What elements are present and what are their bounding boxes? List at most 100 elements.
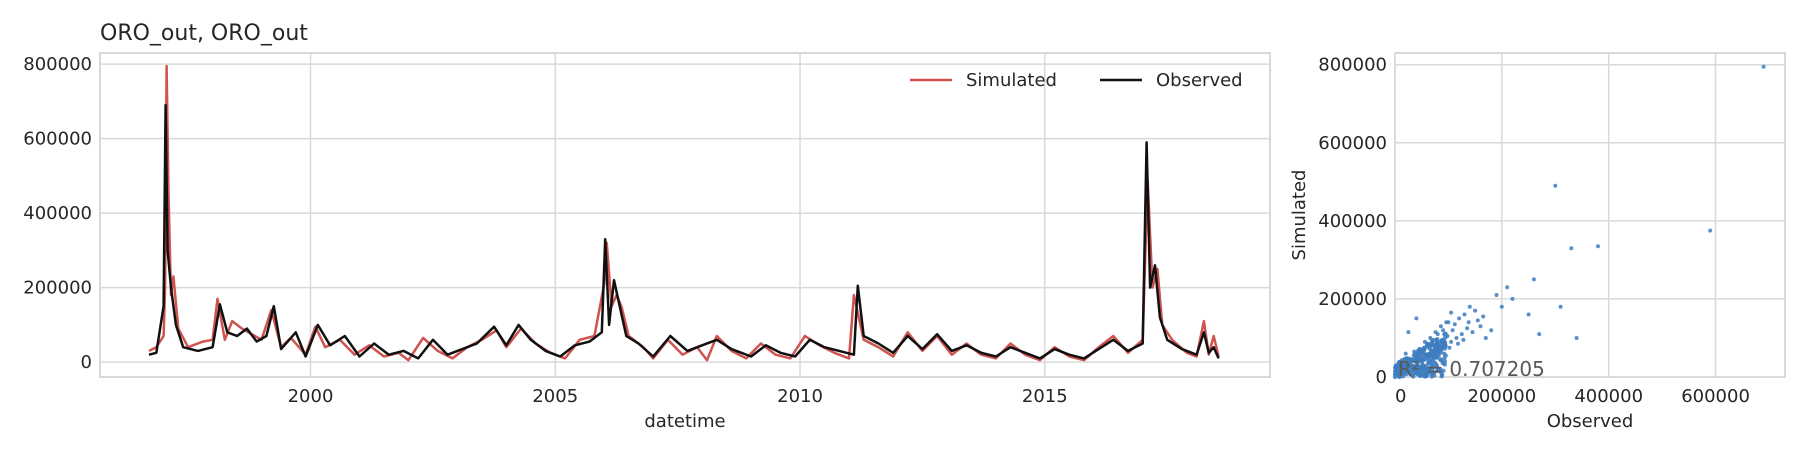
series-line-observed — [148, 103, 1220, 360]
scatter-point — [1433, 360, 1438, 366]
scatter-point — [1439, 374, 1444, 379]
scatter-point — [1489, 328, 1494, 333]
x-tick-label: 0 — [1395, 386, 1406, 407]
y-tick-label: 0 — [1376, 367, 1387, 388]
line-chart-x-axis-label: datetime — [644, 411, 725, 432]
r-squared-annotation: R² = 0.707205 — [1398, 357, 1545, 381]
scatter-point — [1526, 312, 1531, 317]
y-tick-label: 0 — [81, 352, 92, 373]
scatter-chart: 0 200000 400000 600000 800000 0 200000 400000 6… — [1289, 52, 1786, 432]
scatter-point — [1461, 337, 1466, 342]
scatter-point — [1596, 244, 1600, 249]
scatter-point — [1459, 332, 1464, 337]
scatter-point — [1494, 293, 1499, 297]
legend-label-simulated: Simulated — [966, 70, 1057, 91]
scatter-point — [1574, 336, 1579, 340]
scatter-point — [1429, 374, 1435, 379]
scatter-point — [1412, 351, 1418, 356]
scatter-point — [1418, 365, 1423, 371]
scatter-point — [1462, 312, 1467, 317]
scatter-point — [1531, 277, 1536, 282]
scatter-point — [1438, 357, 1443, 362]
x-tick-label: 2010 — [777, 386, 823, 407]
x-tick-label: 200000 — [1467, 386, 1536, 407]
scatter-plot-frame — [1394, 52, 1786, 378]
scatter-point — [1537, 332, 1542, 337]
scatter-point — [1470, 330, 1475, 335]
scatter-point — [1426, 370, 1431, 375]
scatter-point — [1402, 371, 1407, 376]
scatter-point — [1553, 183, 1558, 188]
scatter-point — [1449, 339, 1454, 344]
y-tick-label: 800000 — [23, 54, 92, 75]
y-tick-label: 400000 — [23, 203, 92, 224]
x-tick-label: 2000 — [288, 386, 334, 407]
y-tick-label: 200000 — [1318, 289, 1387, 310]
scatter-point — [1483, 336, 1488, 340]
scatter-point — [1473, 308, 1478, 313]
scatter-point — [1395, 371, 1401, 376]
scatter-point — [1414, 316, 1419, 321]
scatter-chart-x-ticks: 0 200000 400000 600000 — [1395, 386, 1750, 407]
scatter-point — [1399, 358, 1405, 363]
scatter-point — [1410, 363, 1416, 369]
scatter-point — [1423, 366, 1428, 371]
scatter-points — [1392, 64, 1766, 380]
scatter-point — [1434, 364, 1440, 370]
scatter-point — [1436, 343, 1441, 349]
scatter-point — [1437, 340, 1443, 345]
y-tick-label: 600000 — [23, 129, 92, 150]
line-chart-x-ticks: 2000 2005 2010 2015 — [288, 386, 1068, 407]
scatter-point — [1442, 355, 1447, 361]
scatter-point — [1424, 352, 1430, 357]
scatter-point — [1569, 246, 1574, 251]
scatter-point — [1422, 374, 1428, 379]
scatter-point — [1510, 296, 1515, 301]
line-chart-series — [148, 64, 1220, 362]
scatter-point — [1505, 285, 1510, 290]
scatter-point — [1456, 341, 1460, 346]
scatter-point — [1441, 338, 1447, 343]
scatter-point — [1466, 320, 1471, 325]
scatter-point — [1428, 336, 1433, 340]
scatter-point — [1410, 358, 1415, 363]
y-tick-label: 200000 — [23, 278, 92, 299]
scatter-point — [1761, 64, 1766, 69]
scatter-y-axis-label: Simulated — [1289, 170, 1310, 261]
chart-title: ORO_out, ORO_out — [100, 21, 308, 46]
scatter-point — [1438, 324, 1443, 329]
scatter-point — [1454, 336, 1459, 340]
scatter-point — [1406, 363, 1411, 368]
scatter-point — [1467, 304, 1472, 309]
scatter-point — [1475, 318, 1480, 323]
scatter-point — [1404, 356, 1410, 361]
scatter-point — [1450, 328, 1455, 333]
legend: Simulated Observed — [910, 70, 1243, 91]
scatter-point — [1403, 351, 1408, 356]
scatter-point — [1447, 345, 1452, 350]
scatter-point — [1409, 372, 1414, 378]
scatter-point — [1405, 368, 1411, 373]
scatter-point — [1422, 339, 1427, 344]
scatter-chart-y-ticks: 0 200000 400000 600000 800000 — [1318, 55, 1387, 388]
legend-label-observed: Observed — [1156, 70, 1243, 91]
scatter-point — [1428, 358, 1433, 364]
scatter-point — [1457, 316, 1462, 321]
scatter-point — [1406, 330, 1411, 335]
scatter-point — [1416, 356, 1421, 361]
y-tick-label: 600000 — [1318, 133, 1387, 154]
scatter-point — [1433, 337, 1438, 343]
scatter-point — [1481, 314, 1486, 319]
scatter-point — [1558, 304, 1563, 309]
scatter-chart-grid — [1394, 53, 1785, 378]
scatter-point — [1427, 346, 1432, 351]
scatter-point — [1442, 362, 1448, 367]
scatter-point — [1449, 310, 1454, 315]
scatter-point — [1442, 332, 1447, 337]
y-tick-label: 400000 — [1318, 211, 1387, 232]
scatter-x-axis-label: Observed — [1547, 411, 1634, 432]
scatter-point — [1413, 370, 1419, 376]
scatter-point — [1465, 326, 1470, 331]
scatter-point — [1444, 320, 1449, 325]
